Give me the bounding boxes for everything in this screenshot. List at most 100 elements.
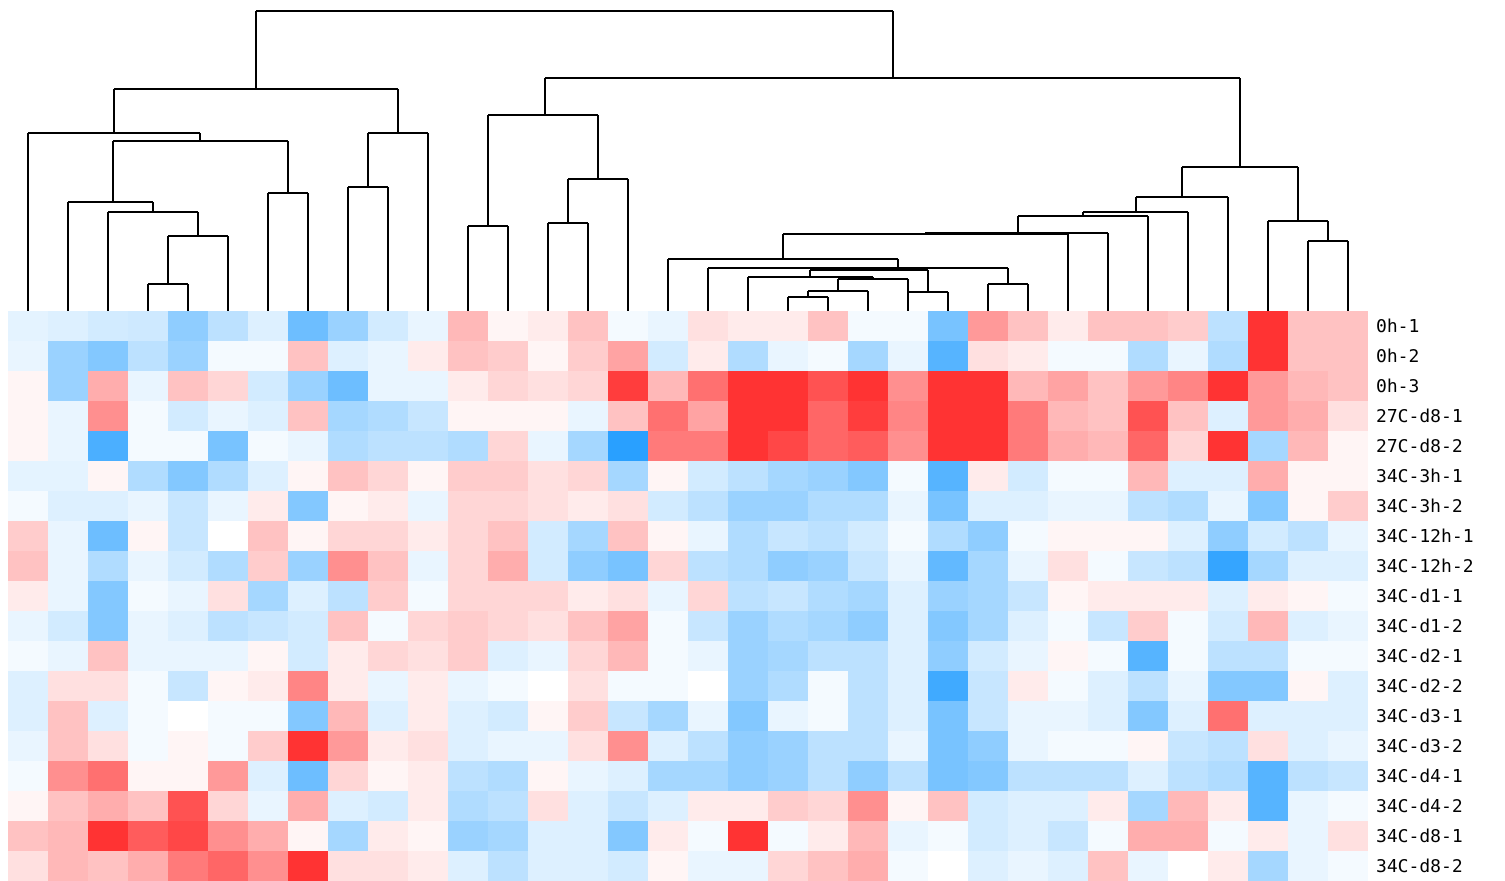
heatmap-cell <box>848 431 888 461</box>
heatmap-cell <box>1008 371 1048 401</box>
heatmap-cell <box>888 701 928 731</box>
heatmap-cell <box>488 761 528 791</box>
heatmap-cell <box>488 401 528 431</box>
heatmap-cell <box>88 341 128 371</box>
heatmap-cell <box>728 641 768 671</box>
heatmap-cell <box>48 431 88 461</box>
heatmap-cell <box>128 821 168 851</box>
heatmap-cell <box>848 761 888 791</box>
heatmap-cell <box>1168 431 1208 461</box>
heatmap-cell <box>888 521 928 551</box>
heatmap-cell <box>1008 401 1048 431</box>
heatmap-cell <box>448 791 488 821</box>
heatmap-cell <box>408 761 448 791</box>
heatmap-cell <box>208 611 248 641</box>
heatmap-cell <box>728 551 768 581</box>
heatmap-cell <box>808 611 848 641</box>
heatmap-cell <box>728 611 768 641</box>
heatmap-cell <box>1168 611 1208 641</box>
heatmap-cell <box>1128 491 1168 521</box>
row-label: 34C-3h-1 <box>1376 466 1463 487</box>
heatmap-cell <box>928 551 968 581</box>
heatmap-cell <box>248 371 288 401</box>
heatmap-cell <box>688 341 728 371</box>
heatmap-cell <box>328 341 368 371</box>
heatmap-cell <box>848 461 888 491</box>
heatmap-cell <box>928 401 968 431</box>
heatmap-cell <box>1008 431 1048 461</box>
heatmap-cell <box>1128 791 1168 821</box>
heatmap-cell <box>1328 491 1368 521</box>
heatmap-cell <box>448 761 488 791</box>
heatmap-cell <box>608 311 648 341</box>
heatmap-cell <box>648 401 688 431</box>
heatmap-cell <box>248 641 288 671</box>
heatmap-cell <box>328 491 368 521</box>
heatmap-cell <box>128 701 168 731</box>
heatmap-cell <box>8 521 48 551</box>
heatmap-cell <box>1208 461 1248 491</box>
heatmap-cell <box>88 731 128 761</box>
heatmap-cell <box>1168 701 1208 731</box>
heatmap-cell <box>248 761 288 791</box>
heatmap-cell <box>128 491 168 521</box>
heatmap-cell <box>1088 371 1128 401</box>
heatmap-cell <box>968 791 1008 821</box>
heatmap-cell <box>1128 551 1168 581</box>
heatmap-cell <box>248 731 288 761</box>
heatmap-cell <box>768 371 808 401</box>
heatmap-cell <box>1288 821 1328 851</box>
heatmap-cell <box>448 491 488 521</box>
heatmap-cell <box>288 641 328 671</box>
heatmap-cell <box>1208 341 1248 371</box>
heatmap-cell <box>688 611 728 641</box>
heatmap-cell <box>688 581 728 611</box>
heatmap-cell <box>488 791 528 821</box>
heatmap-cell <box>88 821 128 851</box>
heatmap-cell <box>368 611 408 641</box>
row-label: 27C-d8-2 <box>1376 436 1463 457</box>
heatmap-cell <box>1288 611 1328 641</box>
heatmap-cell <box>88 401 128 431</box>
heatmap-cell <box>1088 461 1128 491</box>
heatmap-cell <box>368 551 408 581</box>
heatmap-cell <box>1168 761 1208 791</box>
heatmap-cell <box>968 521 1008 551</box>
heatmap-cell <box>1168 401 1208 431</box>
heatmap-cell <box>728 401 768 431</box>
heatmap-cell <box>88 551 128 581</box>
heatmap-cell <box>128 461 168 491</box>
heatmap-cell <box>1328 851 1368 881</box>
heatmap-cell <box>648 581 688 611</box>
heatmap-cell <box>248 581 288 611</box>
heatmap-cell <box>1248 461 1288 491</box>
heatmap-cell <box>968 701 1008 731</box>
heatmap-cell <box>1168 341 1208 371</box>
heatmap-cell <box>928 311 968 341</box>
heatmap-cell <box>248 851 288 881</box>
heatmap-cell <box>488 311 528 341</box>
heatmap-cell <box>1128 461 1168 491</box>
heatmap-cell <box>1248 641 1288 671</box>
heatmap-cell <box>528 401 568 431</box>
heatmap-cell <box>888 671 928 701</box>
heatmap-cell <box>768 821 808 851</box>
heatmap-cell <box>328 641 368 671</box>
heatmap-cell <box>48 311 88 341</box>
heatmap-cell <box>48 371 88 401</box>
heatmap-cell <box>1088 521 1128 551</box>
heatmap-cell <box>288 461 328 491</box>
heatmap-cell <box>528 341 568 371</box>
heatmap-cell <box>1088 701 1128 731</box>
heatmap-cell <box>928 431 968 461</box>
heatmap-cell <box>728 431 768 461</box>
heatmap-cell <box>568 701 608 731</box>
heatmap-cell <box>368 821 408 851</box>
heatmap-cell <box>688 491 728 521</box>
heatmap-cell <box>568 611 608 641</box>
heatmap-cell <box>288 581 328 611</box>
heatmap-cell <box>48 461 88 491</box>
heatmap-cell <box>608 611 648 641</box>
heatmap-cell <box>648 761 688 791</box>
heatmap-cell <box>408 791 448 821</box>
